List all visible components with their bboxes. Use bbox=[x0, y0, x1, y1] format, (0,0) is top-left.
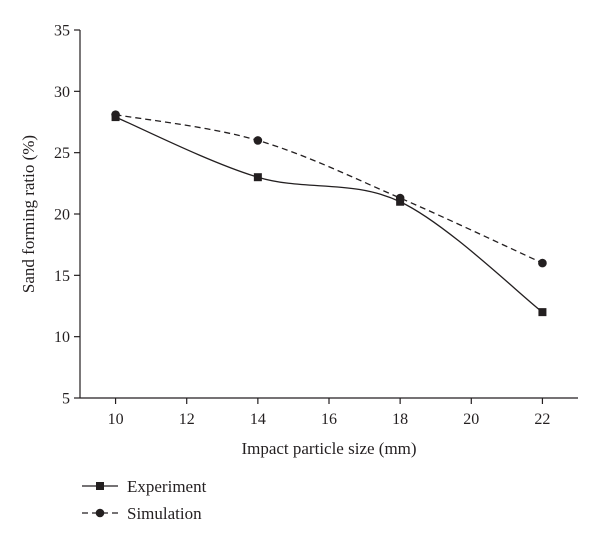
legend-item-simulation: Simulation bbox=[82, 504, 202, 523]
x-tick-label: 14 bbox=[250, 411, 266, 428]
x-tick-label: 22 bbox=[534, 411, 550, 428]
y-axis-ticks: 5 10 15 20 25 30 35 bbox=[54, 23, 80, 408]
y-tick-label: 25 bbox=[54, 145, 70, 162]
legend-marker bbox=[96, 482, 104, 490]
y-tick-label: 10 bbox=[54, 329, 70, 346]
data-point-simulation bbox=[253, 136, 263, 145]
x-tick-label: 16 bbox=[321, 411, 337, 428]
data-point-experiment bbox=[253, 173, 262, 182]
x-tick-label: 10 bbox=[108, 411, 124, 428]
series-line-experiment bbox=[115, 116, 543, 313]
y-tick-label: 5 bbox=[62, 391, 70, 408]
y-tick-label: 35 bbox=[54, 23, 70, 40]
y-tick-label: 15 bbox=[54, 268, 70, 285]
legend-label: Experiment bbox=[127, 477, 207, 496]
x-tick-label: 18 bbox=[392, 411, 408, 428]
y-tick-label: 30 bbox=[54, 84, 70, 101]
data-point-simulation bbox=[111, 110, 120, 119]
legend-marker bbox=[95, 508, 105, 518]
axes bbox=[79, 30, 578, 399]
legend-item-experiment: Experiment bbox=[82, 477, 207, 496]
legend-label: Simulation bbox=[127, 504, 202, 523]
series-layer bbox=[111, 110, 547, 317]
data-point-experiment bbox=[538, 308, 547, 317]
x-tick-label: 20 bbox=[463, 411, 479, 428]
y-tick-label: 20 bbox=[54, 207, 70, 224]
series-line-simulation bbox=[115, 114, 543, 264]
x-axis-ticks: 10 12 14 16 18 20 22 bbox=[108, 398, 550, 428]
x-tick-label: 12 bbox=[179, 411, 195, 428]
x-axis-title: Impact particle size (mm) bbox=[241, 439, 416, 458]
series-experiment bbox=[111, 113, 547, 317]
y-axis-title: Sand forming ratio (%) bbox=[19, 135, 38, 293]
series-simulation bbox=[111, 110, 547, 268]
data-point-simulation bbox=[538, 258, 547, 268]
data-point-simulation bbox=[395, 193, 405, 203]
legend: Experiment Simulation bbox=[82, 477, 207, 523]
